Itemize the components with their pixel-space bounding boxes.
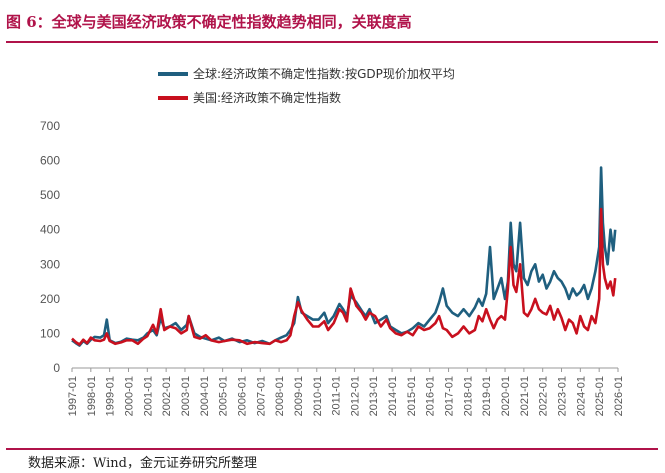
y-tick-label: 200	[40, 292, 60, 306]
x-axis: 1997-01 1998-01 1999-01 2000-01 2001-01 2002-…	[67, 367, 625, 416]
x-tick-label: 1999-01	[105, 376, 117, 416]
x-tick-label: 2026-01	[613, 376, 625, 416]
x-tick-label: 2017-01	[444, 376, 456, 416]
y-tick-label: 0	[53, 361, 60, 375]
legend-label-us: 美国:经济政策不确定性指数	[193, 90, 341, 105]
x-tick-label: 2016-01	[425, 376, 437, 416]
chart-legend: 全球:经济政策不确定性指数:按GDP现价加权平均 美国:经济政策不确定性指数	[158, 66, 455, 105]
x-tick-label: 1997-01	[67, 376, 79, 416]
y-tick-label: 300	[40, 257, 60, 271]
x-tick-label: 2011-01	[331, 376, 343, 416]
x-tick-label: 2006-01	[236, 376, 248, 416]
x-tick-label: 2004-01	[199, 376, 211, 416]
title-rule	[6, 41, 658, 43]
policy-uncertainty-chart: 全球:经济政策不确定性指数:按GDP现价加权平均 美国:经济政策不确定性指数 0…	[40, 66, 625, 416]
x-tick-label: 2008-01	[274, 376, 286, 416]
series-lines	[71, 166, 617, 347]
x-tick-label: 2003-01	[180, 376, 192, 416]
x-tick-label: 2015-01	[406, 376, 418, 416]
x-tick-label: 2010-01	[312, 376, 324, 416]
figure-title: 图 6：全球与美国经济政策不确定性指数趋势相同，关联度高	[6, 13, 412, 31]
y-tick-label: 700	[40, 119, 60, 133]
x-tick-label: 2022-01	[538, 376, 550, 416]
x-tick-label: 2020-01	[500, 376, 512, 416]
x-tick-label: 2002-01	[161, 376, 173, 416]
x-tick-label: 2014-01	[387, 376, 399, 416]
x-tick-label: 2009-01	[293, 376, 305, 416]
footer-rule	[6, 448, 658, 450]
x-tick-label: 2024-01	[575, 376, 587, 416]
data-source-note: 数据来源：Wind，金元证券研究所整理	[28, 456, 257, 471]
y-tick-label: 400	[40, 223, 60, 237]
x-tick-label: 2013-01	[368, 376, 380, 416]
x-tick-label: 2000-01	[123, 376, 135, 416]
y-axis: 0 100 200 300 400 500 600 700	[40, 119, 60, 375]
x-tick-label: 2018-01	[462, 376, 474, 416]
x-tick-label: 2021-01	[519, 376, 531, 416]
series-line-us	[71, 207, 617, 346]
x-tick-label: 2025-01	[594, 376, 606, 416]
y-tick-label: 500	[40, 188, 60, 202]
x-tick-label: 2001-01	[142, 376, 154, 416]
x-tick-label: 2005-01	[218, 376, 230, 416]
series-line-global	[71, 166, 617, 347]
x-tick-label: 2012-01	[349, 376, 361, 416]
x-tick-label: 2007-01	[255, 376, 267, 416]
x-tick-label: 2023-01	[557, 376, 569, 416]
y-tick-label: 600	[40, 154, 60, 168]
x-tick-label: 1998-01	[86, 376, 98, 416]
y-tick-label: 100	[40, 326, 60, 340]
legend-label-global: 全球:经济政策不确定性指数:按GDP现价加权平均	[193, 66, 455, 81]
x-tick-label: 2019-01	[481, 376, 493, 416]
